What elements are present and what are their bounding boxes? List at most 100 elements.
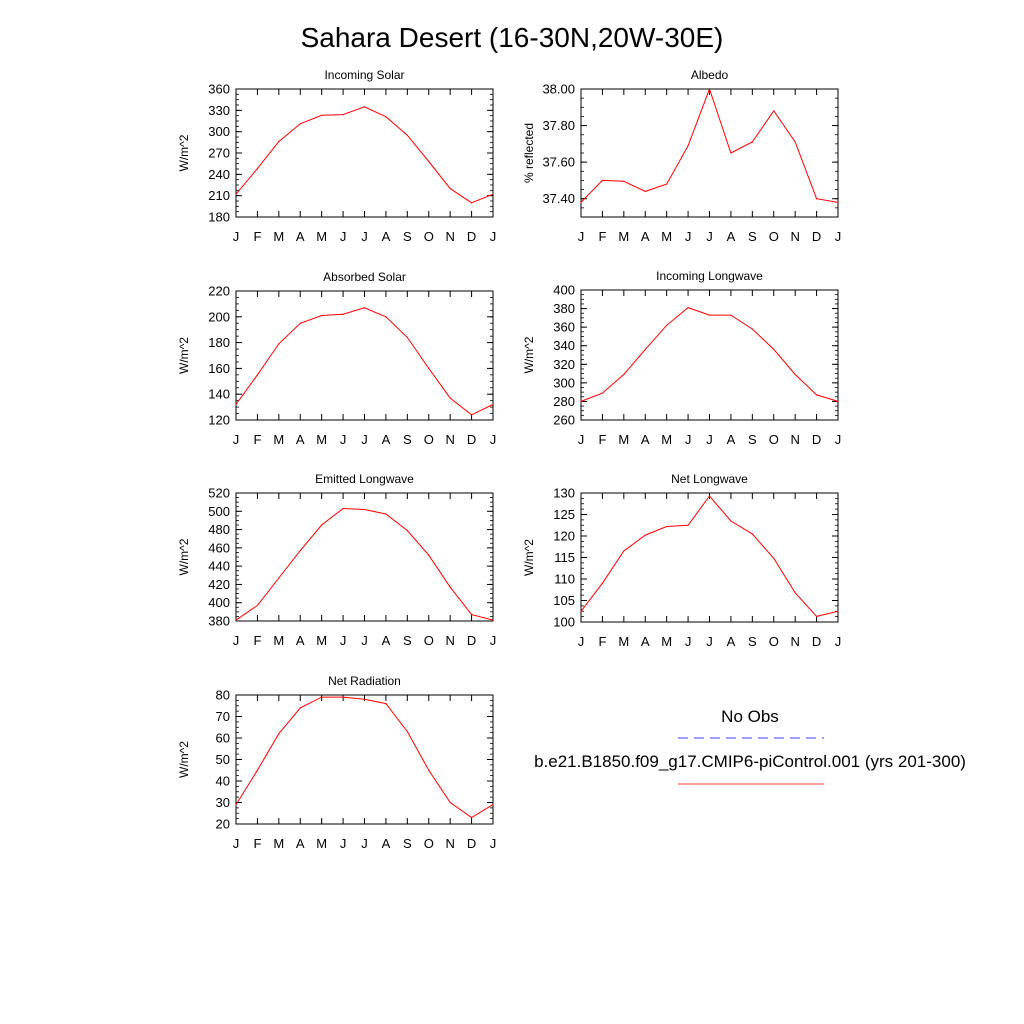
x-tick-label: S	[748, 229, 757, 244]
x-tick-label: J	[835, 432, 842, 447]
data-point	[623, 373, 625, 376]
x-tick-label: J	[490, 836, 497, 851]
data-point	[837, 610, 839, 612]
x-tick-label: J	[361, 836, 368, 851]
data-point	[256, 374, 259, 376]
x-tick-label: J	[706, 229, 713, 244]
x-tick-label: J	[340, 836, 347, 851]
x-tick-label: J	[685, 229, 692, 244]
y-tick-label: 520	[208, 486, 230, 501]
y-tick-label: 460	[208, 540, 230, 555]
x-tick-label: J	[233, 229, 240, 244]
x-tick-label: N	[445, 836, 454, 851]
data-point	[278, 577, 280, 579]
x-tick-label: A	[727, 634, 736, 649]
y-tick-label: 140	[208, 387, 230, 402]
data-point	[623, 180, 625, 182]
legend-obs-label: No Obs	[721, 707, 779, 726]
x-tick-label: J	[233, 836, 240, 851]
data-point	[449, 586, 451, 588]
x-tick-label: A	[727, 229, 736, 244]
x-tick-label: M	[273, 432, 284, 447]
data-point	[601, 179, 604, 182]
y-tick-label: 120	[553, 529, 575, 544]
x-tick-label: J	[340, 229, 347, 244]
y-axis-label: W/m^2	[177, 337, 191, 374]
data-point	[773, 110, 775, 112]
data-point	[278, 343, 280, 345]
data-point	[751, 328, 753, 330]
x-tick-label: F	[598, 432, 606, 447]
x-tick-label: O	[424, 633, 434, 648]
data-point	[815, 394, 818, 396]
x-tick-label: N	[445, 229, 454, 244]
data-point	[470, 414, 473, 416]
x-tick-label: D	[812, 432, 821, 447]
x-tick-label: A	[641, 229, 650, 244]
data-point	[406, 529, 408, 532]
data-point	[449, 187, 451, 190]
data-point	[449, 397, 451, 399]
data-point	[342, 507, 344, 510]
y-tick-label: 125	[553, 507, 575, 522]
x-tick-label: J	[233, 432, 240, 447]
data-point	[363, 106, 366, 108]
data-point	[321, 314, 323, 317]
x-tick-label: F	[598, 229, 606, 244]
y-tick-label: 420	[208, 577, 230, 592]
data-point	[299, 322, 301, 324]
data-point	[580, 400, 582, 403]
data-point	[470, 202, 473, 204]
y-tick-label: 240	[208, 167, 230, 182]
legend-model-label: b.e21.B1850.f09_g17.CMIP6-piControl.001 …	[534, 752, 966, 771]
data-point	[601, 582, 604, 584]
panel-title: Net Radiation	[328, 674, 401, 688]
data-point	[299, 707, 301, 709]
plot-frame	[235, 694, 494, 825]
data-point	[773, 557, 775, 559]
panel-incoming-solar: Incoming Solar W/m^2 180 210 240 270 300 330 360…	[177, 68, 496, 244]
y-axis-label: W/m^2	[522, 336, 536, 373]
plot-frame	[235, 88, 494, 218]
y-tick-label: 500	[208, 504, 230, 519]
data-point	[492, 619, 494, 621]
data-point	[406, 134, 408, 136]
series-line	[235, 307, 494, 416]
data-point	[666, 183, 668, 185]
data-point	[580, 201, 582, 203]
x-tick-label: D	[467, 836, 476, 851]
y-tick-label: 20	[216, 817, 230, 832]
panel-title: Net Longwave	[671, 472, 748, 486]
y-axis-label: W/m^2	[522, 539, 536, 576]
panel-title: Incoming Longwave	[656, 269, 763, 283]
data-point	[708, 88, 711, 90]
y-tick-label: 180	[208, 210, 230, 225]
x-tick-label: M	[273, 633, 284, 648]
x-tick-label: A	[641, 432, 650, 447]
x-tick-label: M	[618, 229, 629, 244]
x-tick-label: O	[424, 836, 434, 851]
data-point	[256, 769, 259, 771]
y-axis-label: W/m^2	[177, 538, 191, 575]
x-tick-label: J	[706, 634, 713, 649]
legend: No Obs b.e21.B1850.f09_g17.CMIP6-piContr…	[534, 707, 966, 785]
data-point	[385, 116, 387, 118]
x-tick-label: O	[424, 432, 434, 447]
x-tick-label: D	[467, 432, 476, 447]
x-tick-label: N	[790, 229, 799, 244]
x-tick-label: J	[490, 633, 497, 648]
y-tick-label: 330	[208, 103, 230, 118]
x-tick-label: A	[382, 633, 391, 648]
x-tick-label: F	[253, 633, 261, 648]
data-point	[278, 733, 280, 735]
data-point	[299, 550, 301, 552]
y-axis-label: W/m^2	[177, 741, 191, 778]
data-point	[406, 730, 408, 733]
data-point	[278, 141, 280, 143]
y-tick-label: 37.80	[542, 118, 575, 133]
data-point	[321, 696, 323, 698]
x-tick-label: J	[685, 432, 692, 447]
series-line	[580, 495, 839, 617]
